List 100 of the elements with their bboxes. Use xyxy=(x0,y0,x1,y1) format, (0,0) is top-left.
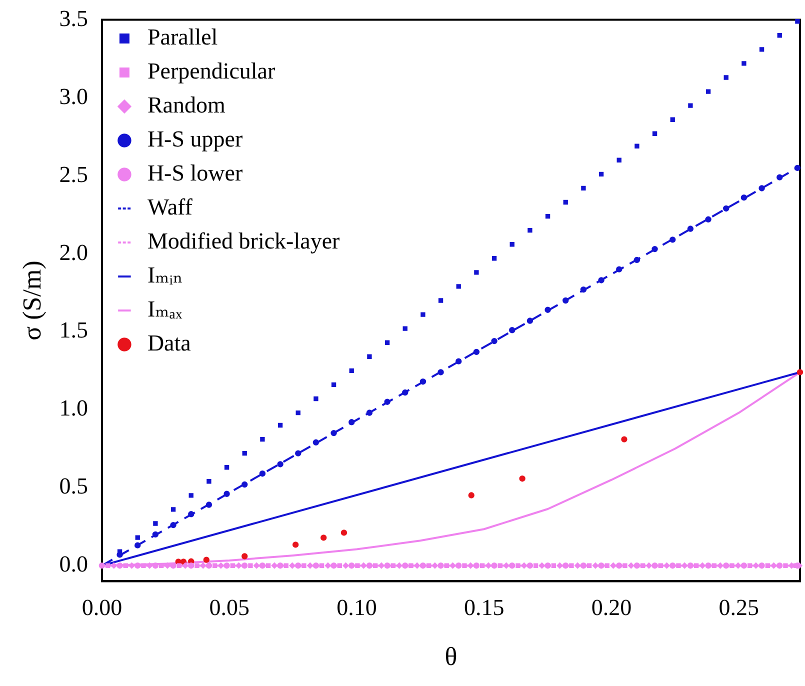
point xyxy=(176,563,182,568)
point xyxy=(153,521,158,526)
legend-label: Iₘᵢₙ xyxy=(147,262,183,288)
point xyxy=(296,410,300,416)
point xyxy=(426,563,432,568)
point xyxy=(795,19,800,24)
point xyxy=(592,562,599,569)
point xyxy=(474,270,479,275)
point xyxy=(694,563,699,568)
point xyxy=(681,562,688,569)
point xyxy=(134,562,141,569)
point xyxy=(498,563,502,568)
point xyxy=(610,562,616,569)
x-tick-label: 0.05 xyxy=(209,595,250,620)
point xyxy=(295,450,302,456)
point xyxy=(384,340,390,345)
point xyxy=(146,562,153,569)
point xyxy=(402,326,408,331)
point xyxy=(586,563,592,568)
y-axis-title: σ (S/m) xyxy=(17,260,46,340)
point xyxy=(349,368,354,374)
point xyxy=(526,318,534,324)
point xyxy=(390,563,396,568)
point xyxy=(242,553,248,560)
point xyxy=(652,246,658,252)
point xyxy=(366,562,373,569)
point xyxy=(420,312,426,317)
point xyxy=(194,563,200,568)
y-tick-label: 3.0 xyxy=(59,84,88,109)
y-tick-label: 0.5 xyxy=(59,474,88,499)
point xyxy=(180,558,187,565)
point xyxy=(616,266,622,272)
point xyxy=(634,562,640,569)
point xyxy=(634,144,640,148)
point xyxy=(723,205,730,212)
point xyxy=(598,172,604,177)
point xyxy=(783,563,788,568)
y-tick-label: 2.5 xyxy=(59,162,88,187)
point xyxy=(340,530,348,536)
point xyxy=(569,563,574,568)
point xyxy=(740,562,748,569)
point xyxy=(480,563,485,568)
point xyxy=(544,562,551,569)
point xyxy=(456,358,462,364)
point xyxy=(670,117,675,122)
point xyxy=(170,522,176,528)
point xyxy=(652,562,658,569)
point xyxy=(717,562,724,569)
point xyxy=(302,563,306,568)
point xyxy=(206,502,212,508)
point xyxy=(450,562,456,569)
point xyxy=(562,562,569,569)
point xyxy=(123,563,128,568)
point xyxy=(468,492,474,498)
point xyxy=(646,562,652,569)
x-axis-title: θ xyxy=(444,642,458,672)
point xyxy=(758,185,765,192)
point xyxy=(330,562,337,569)
x-tick-label: 0.20 xyxy=(591,595,632,620)
point xyxy=(622,563,628,568)
point xyxy=(203,556,210,563)
point xyxy=(319,563,324,568)
x-tick-label: 0.00 xyxy=(82,595,122,620)
point xyxy=(230,563,235,568)
point xyxy=(616,158,622,162)
x-tick-label: 0.25 xyxy=(718,595,759,620)
point xyxy=(348,562,355,569)
point xyxy=(396,562,402,569)
point xyxy=(188,511,194,518)
point xyxy=(510,242,514,247)
point xyxy=(616,562,622,569)
point xyxy=(295,562,302,569)
point xyxy=(776,562,783,569)
point xyxy=(740,194,748,201)
point xyxy=(367,354,372,359)
point xyxy=(765,563,770,568)
point xyxy=(242,481,248,488)
point xyxy=(105,563,110,568)
point xyxy=(664,562,670,569)
point xyxy=(742,61,746,66)
point xyxy=(366,410,373,416)
legend-label: Modified brick-layer xyxy=(147,228,340,254)
legend-label: H-S upper xyxy=(147,126,243,152)
point xyxy=(284,563,288,568)
point xyxy=(277,562,284,569)
point xyxy=(670,562,676,569)
point xyxy=(456,284,461,289)
point xyxy=(473,562,480,569)
point xyxy=(408,563,414,568)
point xyxy=(206,562,212,569)
point xyxy=(266,563,271,568)
legend-label: Parallel xyxy=(147,24,218,50)
point xyxy=(758,562,765,569)
point xyxy=(598,277,604,284)
point xyxy=(467,562,474,569)
point xyxy=(378,562,385,569)
point xyxy=(509,327,516,334)
legend-label: Iₘₐₓ xyxy=(147,296,183,322)
legend-label: H-S lower xyxy=(147,160,243,186)
point xyxy=(794,164,801,172)
